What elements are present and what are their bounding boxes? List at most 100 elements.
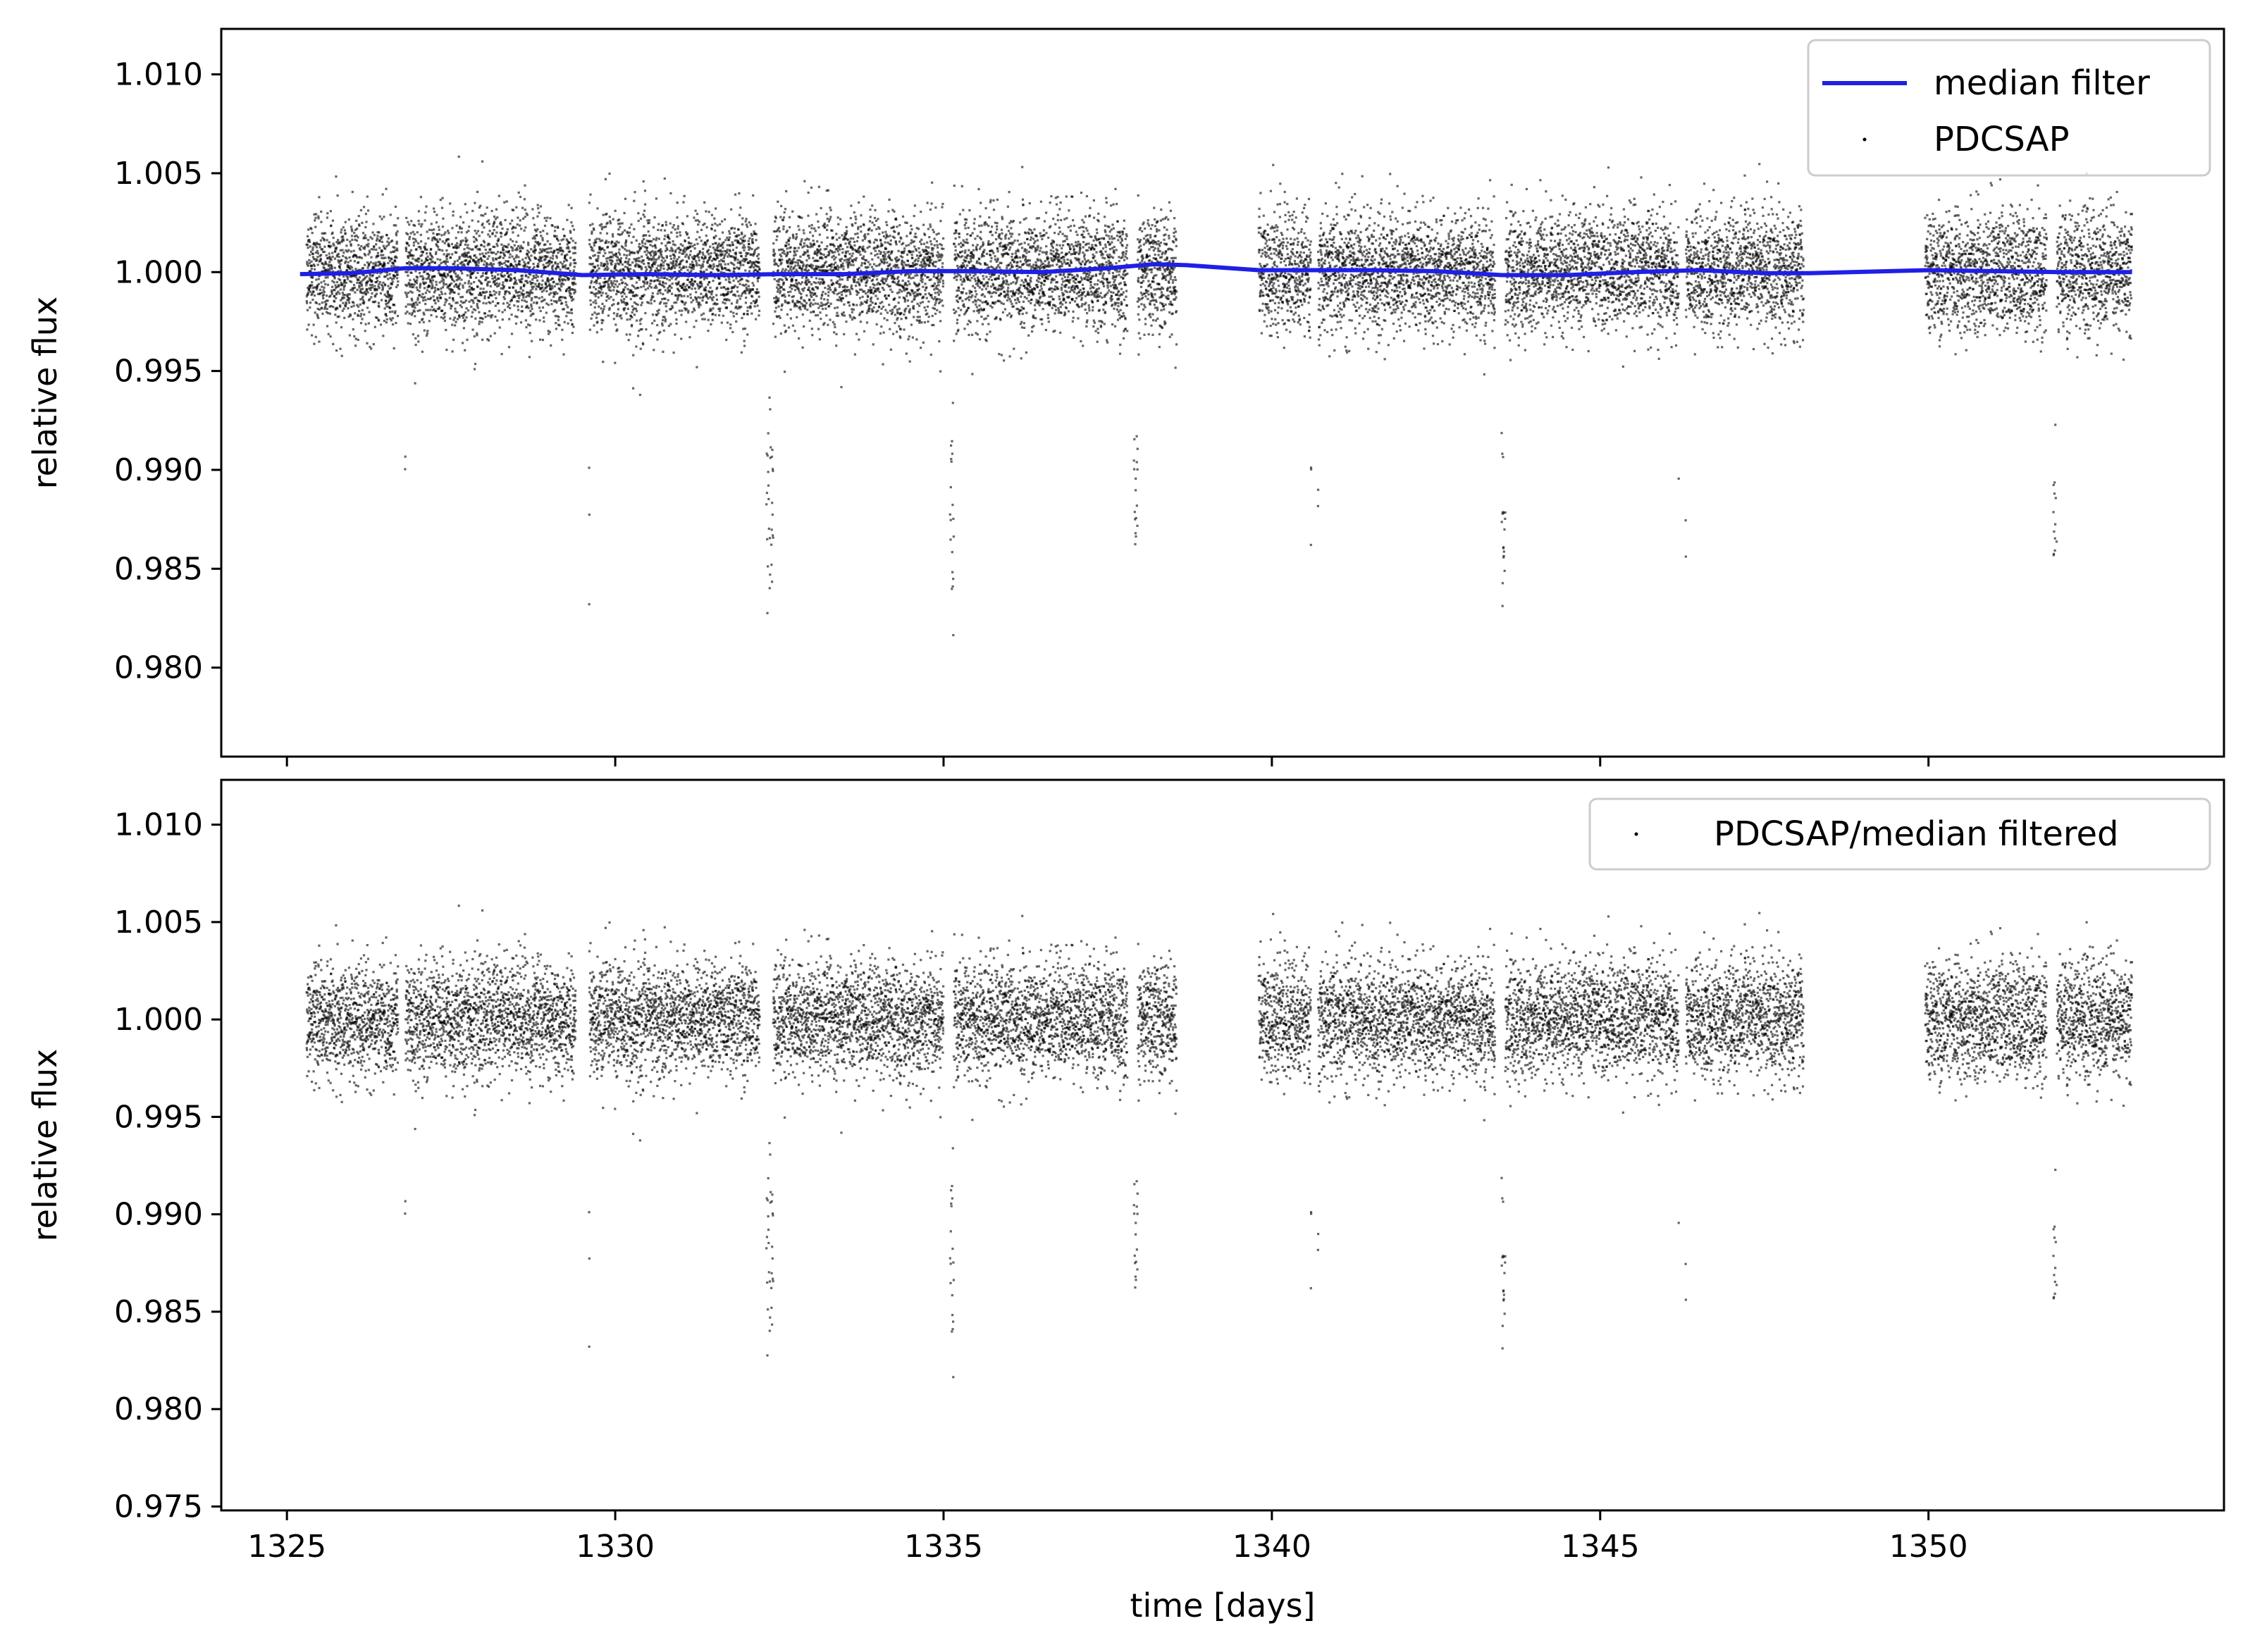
flux-point (790, 260, 793, 263)
flux-point (702, 247, 705, 250)
flux-point (321, 248, 324, 251)
flux-point (385, 274, 389, 277)
flux-point (786, 302, 789, 304)
flux-point (355, 219, 358, 222)
flux-point (495, 225, 498, 228)
flux-point (356, 281, 359, 284)
flux-point (850, 284, 853, 287)
flux-point (407, 221, 409, 223)
flux-point (381, 299, 383, 302)
flux-point (502, 251, 505, 254)
flux-point (614, 252, 617, 255)
flux-point (519, 219, 521, 222)
flux-point (453, 269, 456, 272)
flux-point (500, 221, 502, 224)
flux-point (465, 254, 468, 257)
flux-point (526, 280, 529, 282)
flux-point (535, 273, 538, 276)
flux-point (560, 299, 562, 302)
flux-point (439, 259, 442, 261)
flux-point (721, 250, 724, 253)
flux-point (419, 233, 422, 236)
flux-point (332, 242, 335, 245)
flux-point (702, 312, 705, 315)
flux-point (386, 302, 389, 305)
flux-point (500, 271, 503, 273)
flux-point (642, 343, 645, 346)
flux-point (832, 244, 835, 247)
flux-point (711, 268, 714, 271)
flux-point (443, 272, 446, 275)
flux-point (724, 302, 727, 305)
flux-point (323, 245, 326, 248)
flux-point (860, 225, 863, 228)
flux-point (458, 276, 461, 279)
flux-point (624, 266, 626, 268)
flux-point (507, 243, 510, 246)
flux-point (364, 290, 366, 293)
flux-point (693, 309, 696, 312)
flux-point (657, 309, 660, 311)
flux-point (714, 313, 717, 316)
flux-point (610, 242, 613, 245)
flux-point (681, 266, 684, 270)
flux-point (668, 237, 671, 240)
flux-point (557, 316, 560, 318)
flux-point (671, 267, 674, 270)
flux-point (340, 239, 344, 242)
flux-point (610, 262, 612, 265)
flux-point (735, 277, 738, 280)
flux-point (564, 256, 567, 260)
flux-point (461, 254, 464, 257)
flux-point (846, 246, 849, 249)
flux-point (429, 280, 432, 282)
flux-point (702, 243, 705, 246)
flux-point (772, 323, 775, 325)
flux-point (702, 265, 705, 268)
flux-point (407, 254, 410, 257)
flux-point (449, 256, 452, 259)
flux-point (681, 301, 684, 304)
flux-point (369, 286, 373, 290)
flux-point (694, 219, 697, 222)
flux-point (345, 275, 348, 278)
flux-point (729, 269, 731, 272)
flux-point (839, 296, 841, 299)
flux-point (424, 261, 426, 263)
flux-point (550, 299, 552, 302)
flux-point (561, 263, 564, 266)
flux-point (476, 305, 478, 308)
flux-point (589, 257, 592, 260)
flux-point (358, 286, 361, 289)
flux-point (848, 313, 851, 317)
flux-point (639, 323, 642, 325)
flux-point (446, 260, 449, 263)
flux-point (798, 291, 801, 294)
flux-point (548, 263, 551, 266)
flux-point (604, 267, 607, 270)
flux-point (416, 264, 419, 267)
flux-point (822, 254, 825, 256)
flux-point (753, 270, 755, 273)
flux-point (449, 270, 452, 273)
flux-point (561, 279, 564, 282)
flux-point (842, 311, 845, 314)
flux-point (655, 252, 657, 255)
flux-point (824, 287, 827, 290)
flux-point (813, 227, 816, 230)
flux-point (342, 297, 345, 299)
flux-point (833, 245, 836, 248)
flux-point (446, 273, 449, 275)
flux-point (606, 268, 609, 271)
flux-point (628, 263, 631, 266)
flux-point (465, 231, 468, 234)
flux-point (739, 251, 741, 254)
flux-point (743, 290, 746, 292)
flux-point (385, 187, 388, 190)
flux-point (592, 227, 595, 230)
flux-point (314, 251, 317, 254)
flux-point (388, 287, 391, 290)
flux-point (488, 310, 491, 313)
flux-point (608, 259, 612, 262)
flux-point (431, 229, 433, 232)
